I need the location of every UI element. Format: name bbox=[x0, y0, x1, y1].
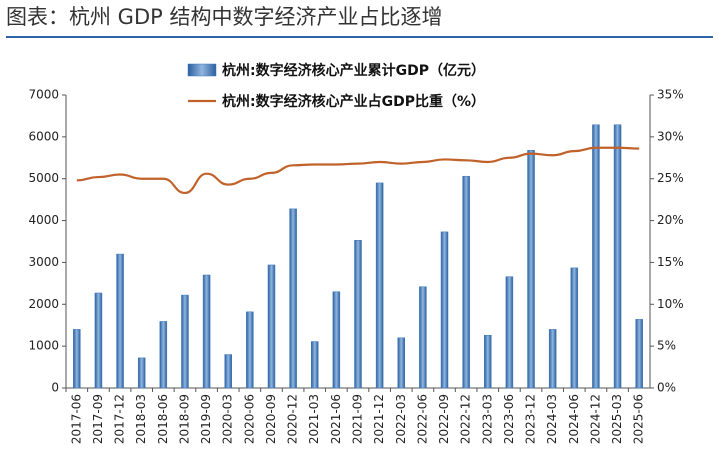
x-tick-label: 2022-09 bbox=[437, 394, 451, 444]
bar bbox=[94, 292, 103, 389]
x-tick-label: 2017-06 bbox=[69, 394, 83, 444]
x-tick-label: 2021-03 bbox=[307, 394, 321, 444]
bar bbox=[354, 239, 362, 389]
x-tick-label: 2024-03 bbox=[545, 394, 559, 444]
y2-tick-label: 20% bbox=[657, 213, 684, 227]
y-tick-label: 7000 bbox=[28, 88, 59, 102]
y2-tick-label: 25% bbox=[657, 171, 684, 185]
bar bbox=[548, 329, 557, 389]
bar bbox=[419, 286, 427, 389]
x-tick-label: 2022-12 bbox=[459, 394, 473, 444]
y2-tick-label: 15% bbox=[657, 255, 684, 269]
x-tick-label: 2022-03 bbox=[394, 394, 408, 444]
x-tick-label: 2020-03 bbox=[221, 394, 235, 444]
x-tick-label: 2018-09 bbox=[177, 394, 191, 444]
bar bbox=[116, 253, 124, 389]
x-tick-label: 2019-09 bbox=[199, 394, 213, 444]
x-tick-label: 2024-12 bbox=[588, 394, 602, 444]
x-tick-label: 2020-09 bbox=[264, 394, 278, 444]
bar bbox=[613, 124, 622, 389]
y-tick-label: 2000 bbox=[28, 297, 59, 311]
bar bbox=[267, 264, 276, 389]
bar bbox=[375, 182, 384, 389]
bar bbox=[484, 335, 492, 389]
bar bbox=[505, 276, 514, 389]
x-tick-label: 2021-09 bbox=[351, 394, 365, 444]
bar bbox=[440, 231, 449, 389]
x-tick-label: 2018-06 bbox=[156, 394, 170, 444]
y2-tick-label: 35% bbox=[657, 88, 684, 102]
line bbox=[76, 146, 640, 195]
x-tick-label: 2021-06 bbox=[329, 394, 343, 444]
bar bbox=[137, 357, 146, 389]
y2-tick-label: 0% bbox=[657, 381, 676, 395]
y-tick-label: 0 bbox=[51, 381, 59, 395]
y-tick-label: 3000 bbox=[28, 255, 59, 269]
bar bbox=[570, 267, 579, 389]
bar bbox=[635, 319, 643, 389]
bar bbox=[224, 354, 232, 389]
bar bbox=[73, 329, 81, 389]
x-tick-label: 2018-03 bbox=[134, 394, 148, 444]
x-tick-label: 2023-06 bbox=[502, 394, 516, 444]
y-tick-label: 5000 bbox=[28, 171, 59, 185]
bar bbox=[462, 175, 470, 389]
x-tick-label: 2017-09 bbox=[91, 394, 105, 444]
legend-label: 杭州:数字经济核心产业累计GDP（亿元） bbox=[222, 62, 485, 79]
x-tick-label: 2017-12 bbox=[113, 394, 127, 444]
bar bbox=[181, 294, 189, 389]
chart-title: 图表：杭州 GDP 结构中数字经济产业占比逐增 bbox=[6, 5, 442, 29]
bar bbox=[159, 321, 168, 389]
bar bbox=[246, 311, 254, 389]
y2-tick-label: 30% bbox=[657, 129, 684, 143]
x-tick-label: 2025-06 bbox=[632, 394, 646, 444]
y-tick-label: 4000 bbox=[28, 213, 59, 227]
y2-tick-label: 10% bbox=[657, 297, 684, 311]
bar bbox=[397, 337, 406, 389]
bar bbox=[289, 208, 297, 389]
bar bbox=[527, 150, 535, 389]
x-tick-label: 2021-12 bbox=[372, 394, 386, 444]
y-tick-label: 6000 bbox=[28, 129, 59, 143]
bar bbox=[202, 274, 211, 389]
legend-swatch bbox=[187, 63, 217, 77]
legend-label: 杭州:数字经济核心产业占GDP比重（%） bbox=[222, 93, 485, 110]
bar bbox=[592, 124, 600, 389]
x-tick-label: 2023-12 bbox=[524, 394, 538, 444]
x-tick-label: 2025-03 bbox=[610, 394, 624, 444]
x-tick-label: 2023-03 bbox=[480, 394, 494, 444]
bar bbox=[332, 291, 341, 389]
y2-tick-label: 5% bbox=[657, 339, 676, 353]
x-tick-label: 2022-06 bbox=[415, 394, 429, 444]
x-tick-label: 2024-06 bbox=[567, 394, 581, 444]
x-tick-label: 2020-12 bbox=[286, 394, 300, 444]
y-tick-label: 1000 bbox=[28, 339, 59, 353]
bar bbox=[310, 341, 319, 389]
x-tick-label: 2020-06 bbox=[242, 394, 256, 444]
